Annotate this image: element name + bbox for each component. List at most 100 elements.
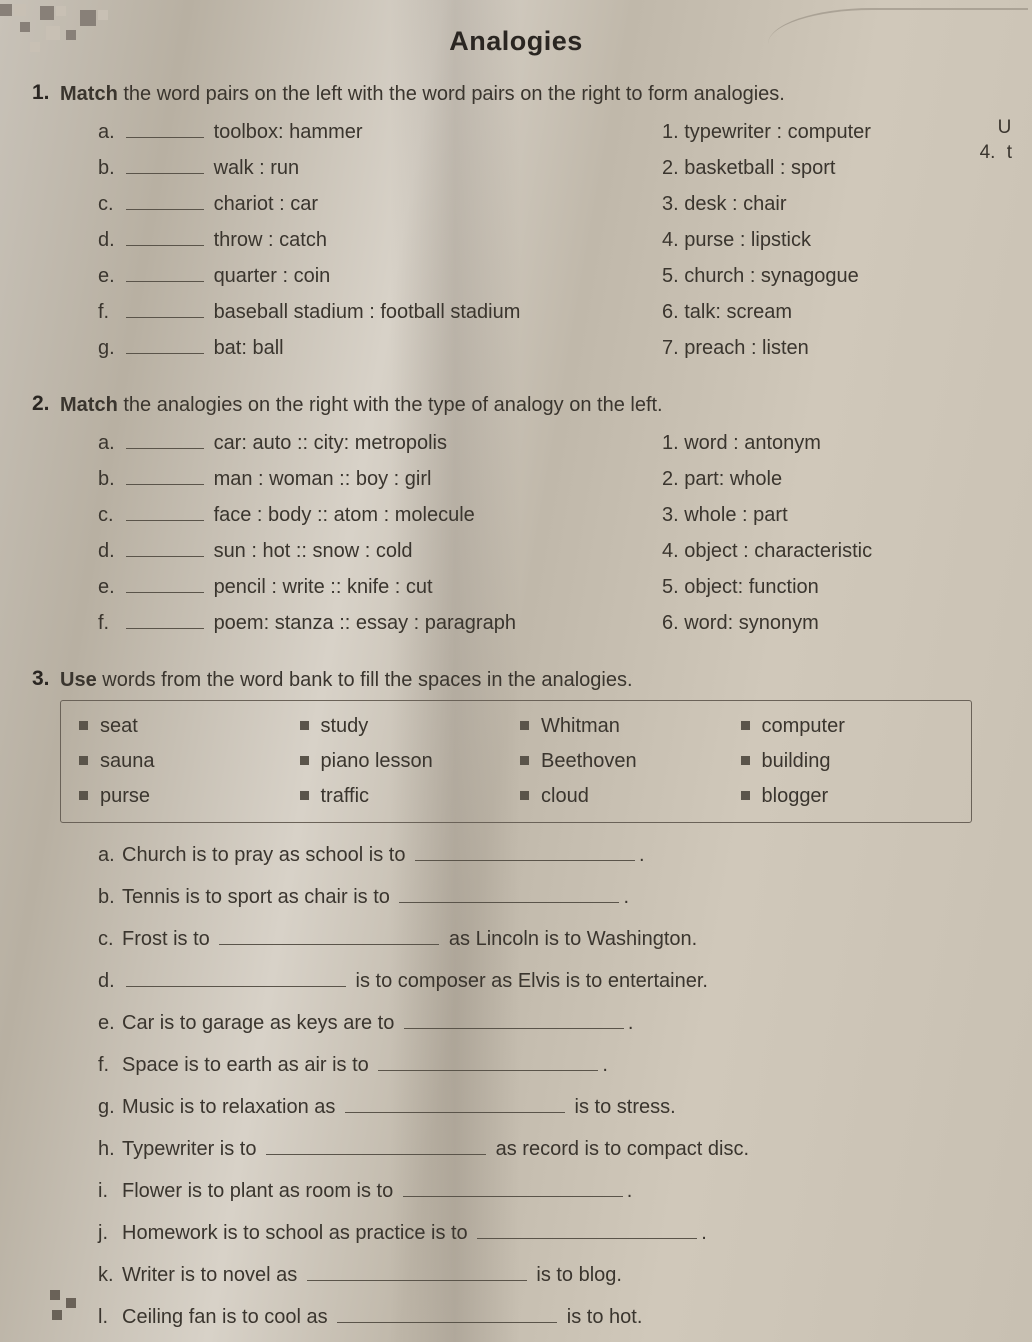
item-letter: d. xyxy=(98,537,122,565)
item-letter: j. xyxy=(98,1219,122,1247)
match-left-item: f. baseball stadium : football stadium xyxy=(98,298,662,326)
item-text: poem: stanza :: essay : paragraph xyxy=(214,612,516,634)
question-prompt: Use words from the word bank to fill the… xyxy=(60,667,972,694)
fill-post: is to composer as Elvis is to entertaine… xyxy=(350,970,708,992)
item-letter: e. xyxy=(98,573,122,601)
answer-blank[interactable] xyxy=(126,264,204,282)
fill-post: . xyxy=(602,1054,608,1076)
word-bank-item: purse xyxy=(79,785,292,808)
margin-note-bot: t xyxy=(1007,142,1012,163)
item-letter: g. xyxy=(98,334,122,362)
match-left-item: f. poem: stanza :: essay : paragraph xyxy=(98,609,662,637)
question-number: 2. xyxy=(32,392,50,416)
match-left-item: e. pencil : write :: knife : cut xyxy=(98,573,662,601)
fill-post: is to blog. xyxy=(531,1264,622,1286)
question-columns: a. car: auto :: city: metropolisb. man :… xyxy=(60,429,972,645)
answer-blank[interactable] xyxy=(266,1137,486,1155)
prompt-rest: words from the word bank to fill the spa… xyxy=(97,669,633,691)
answer-blank[interactable] xyxy=(415,843,635,861)
answer-blank[interactable] xyxy=(404,1011,624,1029)
match-right-item: 1. typewriter : computer xyxy=(662,118,972,146)
item-letter: b. xyxy=(98,465,122,493)
fill-pre: Tennis is to sport as chair is to xyxy=(122,886,395,908)
item-text: quarter : coin xyxy=(214,265,331,287)
right-column: 1. typewriter : computer 2. basketball : … xyxy=(662,118,972,370)
match-right-item: 6. word: synonym xyxy=(662,609,972,637)
answer-blank[interactable] xyxy=(126,156,204,174)
item-letter: c. xyxy=(98,925,122,953)
fill-in-list: a.Church is to pray as school is to .b.T… xyxy=(60,841,972,1331)
margin-note-num: 4. xyxy=(980,142,996,163)
fill-post: . xyxy=(701,1222,707,1244)
item-letter: a. xyxy=(98,118,122,146)
answer-blank[interactable] xyxy=(126,120,204,138)
answer-blank[interactable] xyxy=(126,192,204,210)
item-letter: c. xyxy=(98,501,122,529)
margin-note-top: U xyxy=(998,116,1012,141)
answer-blank[interactable] xyxy=(126,503,204,521)
match-left-item: c. chariot : car xyxy=(98,190,662,218)
fill-post: as Lincoln is to Washington. xyxy=(443,928,697,950)
answer-blank[interactable] xyxy=(345,1095,565,1113)
answer-blank[interactable] xyxy=(126,539,204,557)
item-text: face : body :: atom : molecule xyxy=(214,504,475,526)
question-number: 3. xyxy=(32,667,50,691)
answer-blank[interactable] xyxy=(126,575,204,593)
answer-blank[interactable] xyxy=(126,467,204,485)
match-left-item: d. sun : hot :: snow : cold xyxy=(98,537,662,565)
fill-post: . xyxy=(639,844,645,866)
decorative-dots xyxy=(50,1290,84,1324)
item-text: baseball stadium : football stadium xyxy=(214,301,521,323)
answer-blank[interactable] xyxy=(337,1305,557,1323)
item-letter: l. xyxy=(98,1303,122,1331)
word-bank-item: computer xyxy=(741,715,954,738)
word-bank-item: piano lesson xyxy=(300,750,513,773)
answer-blank[interactable] xyxy=(403,1179,623,1197)
match-right-item: 3. desk : chair xyxy=(662,190,972,218)
question-prompt: Match the analogies on the right with th… xyxy=(60,392,972,419)
fill-pre: Typewriter is to xyxy=(122,1138,262,1160)
answer-blank[interactable] xyxy=(126,228,204,246)
fill-item: a.Church is to pray as school is to . xyxy=(98,841,972,869)
prompt-rest: the word pairs on the left with the word… xyxy=(118,83,785,105)
item-text: pencil : write :: knife : cut xyxy=(214,576,433,598)
word-bank-item: building xyxy=(741,750,954,773)
match-right-item: 2. basketball : sport xyxy=(662,154,972,182)
fill-item: j.Homework is to school as practice is t… xyxy=(98,1219,972,1247)
match-left-item: a. toolbox: hammer xyxy=(98,118,662,146)
fill-item: l.Ceiling fan is to cool as is to hot. xyxy=(98,1303,972,1331)
fill-item: g.Music is to relaxation as is to stress… xyxy=(98,1093,972,1121)
answer-blank[interactable] xyxy=(126,969,346,987)
prompt-bold: Match xyxy=(60,394,118,416)
question-1: 1. Match the word pairs on the left with… xyxy=(60,81,972,370)
answer-blank[interactable] xyxy=(126,431,204,449)
match-right-item: 5. object: function xyxy=(662,573,972,601)
item-text: toolbox: hammer xyxy=(214,121,363,143)
match-right-item: 4. object : characteristic xyxy=(662,537,972,565)
answer-blank[interactable] xyxy=(126,300,204,318)
word-bank-item: sauna xyxy=(79,750,292,773)
item-letter: a. xyxy=(98,429,122,457)
answer-blank[interactable] xyxy=(378,1053,598,1071)
fill-post: as record is to compact disc. xyxy=(490,1138,749,1160)
fill-pre: Music is to relaxation as xyxy=(122,1096,341,1118)
answer-blank[interactable] xyxy=(219,927,439,945)
fill-pre: Frost is to xyxy=(122,928,215,950)
item-letter: f. xyxy=(98,1051,122,1079)
match-left-item: c. face : body :: atom : molecule xyxy=(98,501,662,529)
match-left-item: a. car: auto :: city: metropolis xyxy=(98,429,662,457)
item-letter: d. xyxy=(98,967,122,995)
answer-blank[interactable] xyxy=(126,336,204,354)
left-column: a. toolbox: hammerb. walk : runc. chario… xyxy=(60,118,662,370)
fill-pre: Flower is to plant as room is to xyxy=(122,1180,399,1202)
answer-blank[interactable] xyxy=(307,1263,527,1281)
fill-post: is to hot. xyxy=(561,1306,642,1328)
match-right-item: 4. purse : lipstick xyxy=(662,226,972,254)
match-right-item: 2. part: whole xyxy=(662,465,972,493)
fill-post: . xyxy=(623,886,629,908)
item-letter: k. xyxy=(98,1261,122,1289)
item-letter: c. xyxy=(98,190,122,218)
answer-blank[interactable] xyxy=(477,1221,697,1239)
answer-blank[interactable] xyxy=(126,611,204,629)
answer-blank[interactable] xyxy=(399,885,619,903)
